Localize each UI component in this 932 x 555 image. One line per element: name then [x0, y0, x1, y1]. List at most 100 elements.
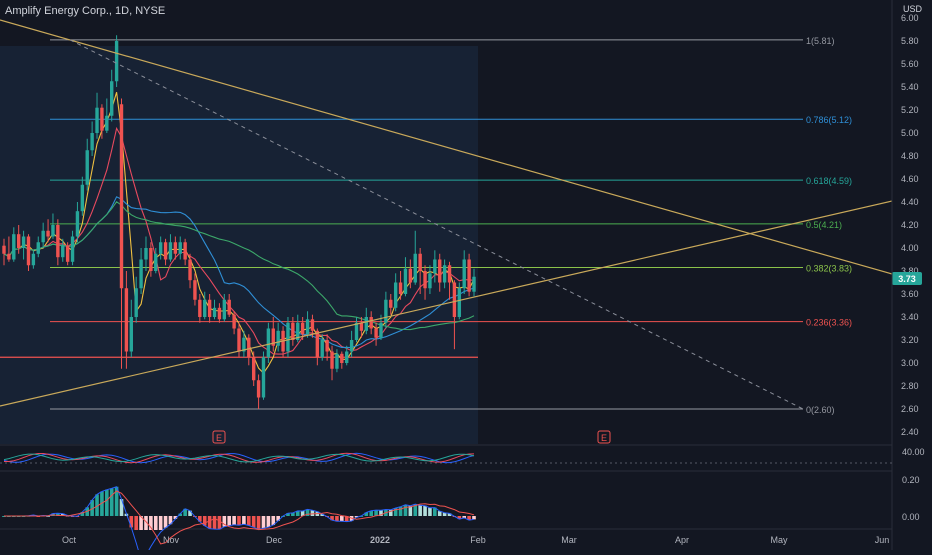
time-tick: Oct — [62, 535, 77, 545]
candle-body — [232, 314, 236, 329]
macd-panel[interactable]: 0.20 0.00 — [2, 475, 920, 555]
candle-body — [389, 299, 393, 308]
candle — [325, 334, 329, 361]
macd-histogram-bar — [212, 516, 217, 530]
macd-histogram-bar — [153, 516, 158, 530]
macd-histogram-bar — [202, 516, 207, 526]
earnings-marker-1[interactable]: E — [212, 430, 226, 444]
candle-body — [359, 322, 364, 331]
macd-histogram-bar — [90, 500, 94, 516]
macd-histogram-bar — [286, 513, 290, 516]
candle — [26, 234, 31, 271]
macd-histogram-bar — [246, 516, 251, 526]
price-tick: 3.60 — [901, 289, 919, 299]
candle-body — [276, 330, 280, 346]
macd-histogram-bar — [163, 516, 168, 528]
candle-body — [70, 236, 75, 262]
time-tick: Feb — [470, 535, 486, 545]
fibonacci-retracement[interactable]: 1(5.81) 0.786(5.12) 0.618(4.59) 0.5(4.21) 0.… — [50, 36, 852, 415]
macd-histogram-bar — [178, 513, 183, 516]
fib-trend-dashed-line[interactable] — [69, 39, 804, 410]
candle-body — [12, 234, 16, 260]
candle-body — [247, 337, 251, 358]
candle — [2, 238, 6, 266]
candle-body — [41, 230, 45, 243]
candle — [70, 230, 75, 266]
candle — [178, 236, 182, 260]
price-tick: 4.20 — [901, 220, 919, 230]
candle — [433, 250, 437, 283]
candle-body — [26, 236, 31, 266]
ascending-trendline[interactable] — [0, 200, 893, 407]
candle — [408, 259, 413, 289]
time-tick: Apr — [675, 535, 689, 545]
candle-body — [296, 322, 300, 340]
candle — [286, 317, 290, 358]
macd-histogram-bar — [472, 516, 476, 520]
macd-histogram-bar — [408, 505, 413, 516]
candle-body — [16, 234, 21, 248]
earnings-marker-label: E — [216, 433, 222, 443]
candle-body — [134, 288, 138, 317]
price-tick: 2.60 — [901, 404, 919, 414]
candle-body — [105, 115, 109, 131]
macd-histogram-bar — [300, 511, 305, 516]
candle — [374, 322, 378, 346]
candle — [413, 230, 417, 285]
candle-body — [330, 351, 334, 369]
macd-histogram-bar — [227, 516, 232, 526]
macd-histogram-bar — [276, 516, 280, 521]
oscillator-panel[interactable]: 40.00 — [0, 447, 925, 464]
candle-body — [369, 317, 373, 329]
time-tick: Mar — [561, 535, 577, 545]
candle — [384, 291, 388, 329]
macd-histogram-bar — [344, 516, 349, 522]
macd-histogram-bar — [222, 516, 227, 527]
candle-body — [457, 288, 462, 317]
candle — [95, 92, 99, 139]
macd-histogram-bar — [198, 516, 202, 522]
candle — [212, 299, 217, 320]
candle — [12, 227, 16, 262]
descending-trendline[interactable] — [0, 19, 893, 275]
time-axis[interactable]: Oct Nov Dec 2022 Feb Mar Apr May Jun — [62, 535, 889, 545]
candle — [462, 250, 466, 294]
macd-histogram-bar — [369, 510, 373, 516]
candle — [51, 213, 55, 239]
candle — [198, 294, 202, 323]
candle — [330, 345, 334, 381]
macd-histogram-bar — [256, 516, 261, 530]
price-axis[interactable]: 6.00 5.80 5.60 5.40 5.20 5.00 4.80 4.60 4.40 4.20… — [901, 13, 919, 437]
candle-body — [124, 288, 129, 352]
highlight-zone — [0, 46, 478, 444]
macd-histogram-bar — [251, 516, 256, 528]
macd-histogram-bar — [393, 508, 398, 516]
earnings-marker-2[interactable]: E — [597, 430, 611, 444]
macd-histogram-bar — [144, 516, 148, 530]
candle-body — [433, 259, 437, 274]
candle — [154, 248, 158, 274]
candle-body — [144, 248, 148, 260]
trendlines[interactable] — [0, 19, 893, 410]
macd-histogram-bar — [305, 509, 310, 516]
macd-histogram-bar — [168, 516, 173, 525]
macd-histogram-bar — [310, 510, 315, 516]
chart-title: Amplify Energy Corp., 1D, NYSE — [5, 5, 165, 17]
candle — [423, 265, 427, 300]
macd-histogram-bar — [433, 507, 437, 516]
candle-body — [193, 280, 197, 300]
price-tick: 5.40 — [901, 82, 919, 92]
macd-histogram-bar — [134, 516, 138, 530]
candle-body — [315, 330, 320, 358]
macd-histogram-bar — [237, 516, 241, 526]
candle — [291, 317, 295, 346]
macd-histogram-bar — [413, 504, 418, 516]
candle-body — [222, 299, 227, 320]
candle — [335, 349, 339, 373]
fib-level-label: 1(5.81) — [806, 36, 835, 46]
macd-histogram-bar — [100, 491, 104, 516]
time-tick: Dec — [266, 535, 283, 545]
macd-histogram-bar — [271, 516, 276, 526]
